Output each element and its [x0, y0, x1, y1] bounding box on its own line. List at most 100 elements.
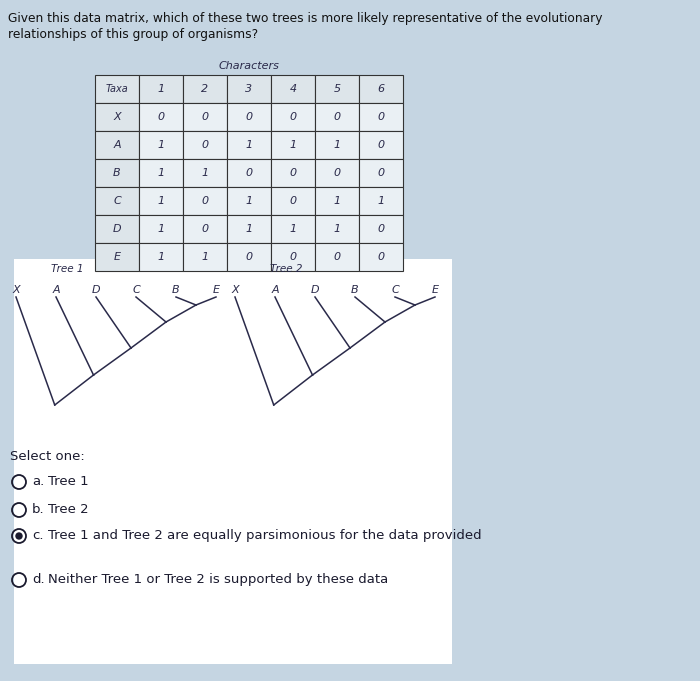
- Text: 0: 0: [202, 224, 209, 234]
- Bar: [359, 187, 403, 215]
- Bar: [139, 75, 183, 103]
- Text: Tree 1: Tree 1: [51, 264, 83, 274]
- Text: 1: 1: [333, 196, 341, 206]
- Text: 2: 2: [202, 84, 209, 94]
- Text: D: D: [113, 224, 121, 234]
- Bar: [271, 187, 315, 215]
- Text: 1: 1: [202, 168, 209, 178]
- Bar: [227, 103, 271, 131]
- Text: D: D: [92, 285, 100, 295]
- Bar: [95, 215, 139, 243]
- Bar: [183, 243, 227, 271]
- Text: 0: 0: [377, 168, 384, 178]
- Text: 3: 3: [246, 84, 253, 94]
- Bar: [227, 131, 271, 159]
- Text: 0: 0: [289, 196, 297, 206]
- Text: relationships of this group of organisms?: relationships of this group of organisms…: [8, 28, 258, 41]
- Text: B: B: [172, 285, 180, 295]
- Bar: [139, 131, 183, 159]
- Bar: [139, 215, 183, 243]
- Text: X: X: [231, 285, 239, 295]
- Text: Tree 2: Tree 2: [48, 503, 89, 516]
- Text: 0: 0: [289, 168, 297, 178]
- Text: Characters: Characters: [218, 61, 279, 71]
- Bar: [315, 159, 359, 187]
- Bar: [183, 75, 227, 103]
- Text: 1: 1: [289, 140, 297, 150]
- Bar: [95, 159, 139, 187]
- Bar: [95, 187, 139, 215]
- Bar: [14, 259, 452, 664]
- Text: 1: 1: [158, 196, 164, 206]
- Text: 1: 1: [158, 252, 164, 262]
- Text: 1: 1: [333, 140, 341, 150]
- Bar: [183, 215, 227, 243]
- Text: 1: 1: [377, 196, 384, 206]
- Text: 1: 1: [333, 224, 341, 234]
- Bar: [139, 243, 183, 271]
- Text: 0: 0: [246, 112, 253, 122]
- Text: 0: 0: [158, 112, 164, 122]
- Bar: [359, 131, 403, 159]
- Text: Select one:: Select one:: [10, 450, 85, 463]
- Bar: [271, 159, 315, 187]
- Text: 0: 0: [333, 112, 341, 122]
- Bar: [271, 131, 315, 159]
- Text: 1: 1: [158, 168, 164, 178]
- Bar: [271, 215, 315, 243]
- Text: Neither Tree 1 or Tree 2 is supported by these data: Neither Tree 1 or Tree 2 is supported by…: [48, 573, 389, 586]
- Text: Given this data matrix, which of these two trees is more likely representative o: Given this data matrix, which of these t…: [8, 12, 603, 25]
- Bar: [315, 131, 359, 159]
- Bar: [359, 75, 403, 103]
- Text: 1: 1: [158, 224, 164, 234]
- Text: E: E: [431, 285, 438, 295]
- Text: B: B: [351, 285, 359, 295]
- Text: 6: 6: [377, 84, 384, 94]
- Text: C: C: [132, 285, 140, 295]
- Bar: [359, 243, 403, 271]
- Bar: [227, 159, 271, 187]
- Bar: [95, 131, 139, 159]
- Text: 0: 0: [246, 168, 253, 178]
- Text: b.: b.: [32, 503, 45, 516]
- Text: 1: 1: [289, 224, 297, 234]
- Bar: [227, 243, 271, 271]
- Text: 1: 1: [246, 140, 253, 150]
- Text: Taxa: Taxa: [106, 84, 128, 94]
- Bar: [95, 75, 139, 103]
- Text: A: A: [52, 285, 60, 295]
- Text: A: A: [271, 285, 279, 295]
- Text: 1: 1: [246, 196, 253, 206]
- Bar: [359, 159, 403, 187]
- Bar: [95, 243, 139, 271]
- Text: 0: 0: [333, 168, 341, 178]
- Text: C: C: [391, 285, 399, 295]
- Text: 1: 1: [158, 140, 164, 150]
- Text: 5: 5: [333, 84, 341, 94]
- Text: 0: 0: [377, 112, 384, 122]
- Bar: [227, 75, 271, 103]
- Text: Tree 1: Tree 1: [48, 475, 89, 488]
- Bar: [315, 103, 359, 131]
- Text: 0: 0: [377, 252, 384, 262]
- Bar: [139, 103, 183, 131]
- Text: 4: 4: [289, 84, 297, 94]
- Text: Tree 2: Tree 2: [270, 264, 302, 274]
- Text: X: X: [113, 112, 121, 122]
- Text: E: E: [113, 252, 120, 262]
- Circle shape: [16, 533, 22, 539]
- Bar: [139, 159, 183, 187]
- Text: 0: 0: [202, 196, 209, 206]
- Text: 0: 0: [333, 252, 341, 262]
- Text: 0: 0: [202, 112, 209, 122]
- Text: E: E: [213, 285, 220, 295]
- Text: 0: 0: [246, 252, 253, 262]
- Text: 0: 0: [377, 140, 384, 150]
- Text: C: C: [113, 196, 121, 206]
- Text: X: X: [12, 285, 20, 295]
- Text: Tree 1 and Tree 2 are equally parsimonious for the data provided: Tree 1 and Tree 2 are equally parsimonio…: [48, 529, 482, 542]
- Text: 0: 0: [289, 112, 297, 122]
- Text: 1: 1: [202, 252, 209, 262]
- Bar: [271, 75, 315, 103]
- Bar: [183, 159, 227, 187]
